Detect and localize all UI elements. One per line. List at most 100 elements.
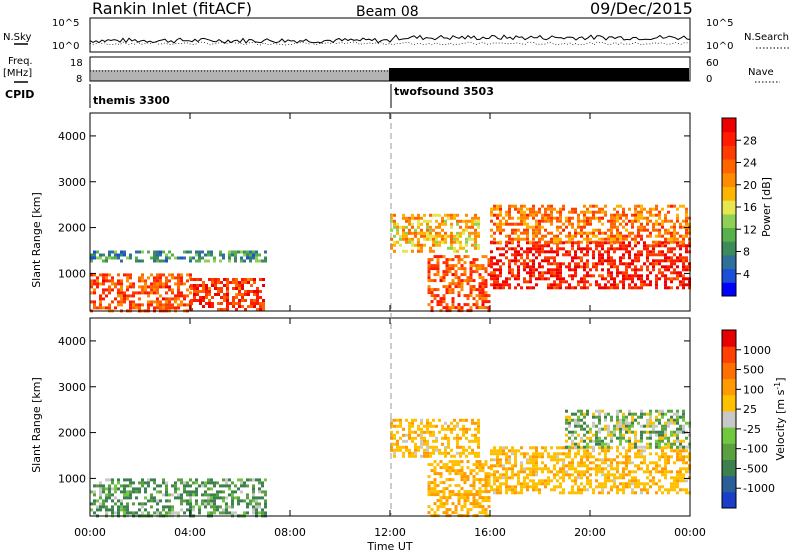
- data-cell: [622, 473, 625, 477]
- data-cell: [583, 268, 586, 272]
- data-cell: [225, 508, 228, 512]
- data-cell: [676, 412, 679, 416]
- data-cell: [622, 225, 625, 229]
- data-cell: [640, 265, 643, 269]
- data-cell: [249, 478, 252, 482]
- date-title: 09/Dec/2015: [590, 0, 693, 18]
- data-cell: [661, 234, 664, 238]
- data-cell: [402, 454, 405, 458]
- data-cell: [616, 231, 619, 235]
- data-cell: [556, 250, 559, 254]
- data-cell: [661, 219, 664, 223]
- data-cell: [417, 222, 420, 226]
- data-cell: [105, 256, 108, 260]
- data-cell: [523, 250, 526, 254]
- data-cell: [427, 258, 431, 262]
- data-cell: [210, 505, 213, 509]
- data-cell: [228, 511, 231, 515]
- data-cell: [643, 455, 646, 459]
- data-cell: [223, 278, 226, 281]
- data-cell: [673, 418, 676, 422]
- data-cell: [180, 496, 183, 500]
- data-cell: [538, 219, 541, 223]
- data-cell: [499, 259, 502, 263]
- data-cell: [108, 478, 111, 482]
- data-cell: [628, 442, 631, 446]
- data-cell: [262, 299, 265, 302]
- data-cell: [667, 228, 670, 232]
- data-cell: [417, 216, 420, 220]
- data-cell: [556, 219, 559, 223]
- data-cell: [490, 452, 493, 456]
- data-cell: [417, 249, 420, 253]
- data-cell: [432, 439, 435, 443]
- data-cell: [120, 259, 123, 263]
- data-cell: [451, 463, 455, 467]
- data-cell: [529, 207, 532, 211]
- data-cell: [571, 473, 574, 477]
- data-cell: [460, 279, 464, 283]
- data-cell: [682, 277, 685, 281]
- power-data: [90, 204, 691, 313]
- data-cell: [132, 291, 135, 295]
- data-cell: [438, 430, 441, 434]
- data-cell: [435, 240, 438, 244]
- nsky-label: N.Sky: [3, 32, 31, 43]
- data-cell: [478, 469, 482, 473]
- data-cell: [673, 439, 676, 443]
- data-cell: [481, 508, 485, 512]
- data-cell: [457, 484, 461, 488]
- data-cell: [598, 415, 601, 419]
- data-cell: [658, 213, 661, 217]
- data-cell: [120, 279, 123, 283]
- data-cell: [589, 461, 592, 465]
- data-cell: [655, 445, 658, 449]
- data-cell: [499, 473, 502, 477]
- data-cell: [547, 262, 550, 266]
- data-cell: [646, 234, 649, 238]
- data-cell: [423, 237, 426, 241]
- data-cell: [538, 277, 541, 281]
- data-cell: [586, 259, 589, 263]
- data-cell: [190, 278, 193, 281]
- data-cell: [634, 433, 637, 437]
- data-cell: [472, 288, 476, 292]
- data-cell: [447, 424, 450, 428]
- data-cell: [213, 484, 216, 488]
- data-cell: [529, 240, 532, 244]
- data-cell: [414, 430, 417, 434]
- data-cell: [405, 234, 408, 238]
- data-cell: [526, 253, 529, 257]
- data-cell: [171, 484, 174, 488]
- data-cell: [628, 262, 631, 266]
- data-cell: [129, 484, 132, 488]
- data-cell: [655, 222, 658, 226]
- data-cell: [180, 279, 183, 283]
- data-cell: [120, 508, 123, 512]
- colorbar-swatch: [722, 459, 736, 477]
- data-cell: [643, 216, 646, 220]
- data-cell: [99, 303, 102, 307]
- data-cell: [586, 240, 589, 244]
- data-cell: [640, 409, 643, 413]
- data-cell: [571, 491, 574, 495]
- data-cell: [511, 231, 514, 235]
- data-cell: [676, 473, 679, 477]
- data-cell: [559, 283, 562, 287]
- data-cell: [447, 234, 450, 238]
- data-cell: [511, 446, 514, 450]
- data-cell: [102, 484, 105, 488]
- data-cell: [487, 475, 491, 479]
- data-cell: [595, 247, 598, 251]
- data-cell: [589, 283, 592, 287]
- data-cell: [229, 281, 232, 284]
- data-cell: [628, 409, 631, 413]
- data-cell: [610, 277, 613, 281]
- data-cell: [664, 433, 667, 437]
- data-cell: [529, 286, 532, 290]
- data-cell: [420, 439, 423, 443]
- data-cell: [256, 302, 259, 305]
- nsearch-series: [89, 41, 691, 46]
- data-cell: [132, 502, 135, 506]
- data-cell: [577, 240, 580, 244]
